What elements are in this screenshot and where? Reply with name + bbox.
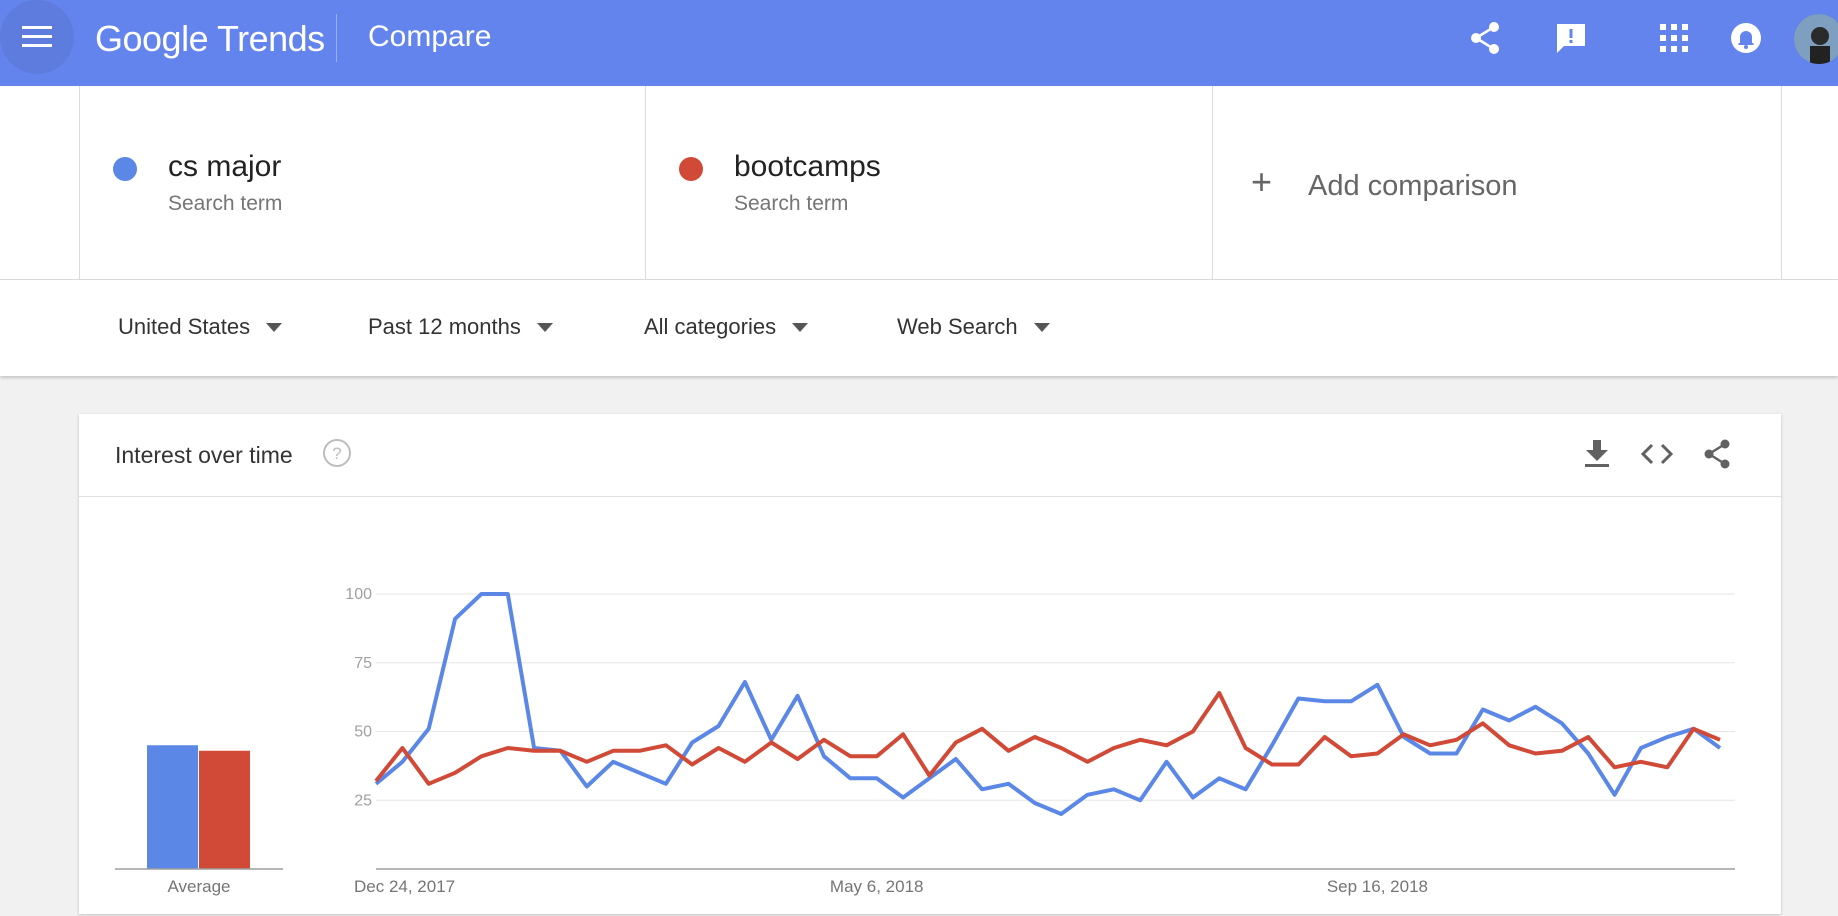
term-color-dot	[679, 157, 703, 181]
card-share-button[interactable]	[1699, 436, 1735, 472]
interest-over-time-card: Interest over time ?	[79, 414, 1781, 914]
share-icon	[1471, 22, 1499, 54]
app-header: Google Trends Compare	[0, 0, 1838, 86]
help-glyph: ?	[332, 444, 341, 463]
user-avatar[interactable]	[1794, 14, 1838, 64]
category-value: All categories	[644, 314, 777, 339]
x-axis-labels: Dec 24, 2017 May 6, 2018 Sep 16, 2018	[354, 877, 1428, 896]
logo-google: Google	[95, 18, 209, 59]
y-tick-label: 25	[354, 792, 372, 809]
average-bar-bootcamps[interactable]	[199, 750, 250, 869]
feedback-icon	[1557, 24, 1585, 53]
series-line-bootcamps[interactable]	[374, 691, 1721, 786]
y-tick-label: 50	[354, 724, 372, 741]
search-term-card[interactable]: cs major Search term	[79, 86, 646, 279]
apps-icon	[1660, 24, 1688, 52]
time-range-value: Past 12 months	[368, 314, 521, 339]
download-button[interactable]	[1579, 436, 1615, 472]
search-type-value: Web Search	[897, 314, 1018, 339]
average-label: Average	[167, 877, 230, 896]
card-title: Interest over time	[115, 442, 293, 468]
x-tick-label: Sep 16, 2018	[1327, 877, 1428, 896]
notifications-button[interactable]	[1726, 18, 1766, 58]
average-bar-cs-major[interactable]	[147, 745, 198, 869]
time-range-dropdown[interactable]: Past 12 months	[368, 314, 553, 340]
caret-down-icon	[1033, 322, 1050, 332]
share-icon	[1704, 439, 1730, 469]
x-tick-label: May 6, 2018	[830, 877, 924, 896]
add-comparison-button[interactable]: + Add comparison	[1212, 86, 1782, 279]
add-comparison-label: Add comparison	[1308, 170, 1518, 202]
interest-chart[interactable]: Average 25 50 75 100 Dec 24, 2017 May 6, 201…	[79, 496, 1781, 916]
search-type-dropdown[interactable]: Web Search	[897, 314, 1050, 340]
help-icon[interactable]: ?	[322, 438, 352, 468]
x-tick-label: Dec 24, 2017	[354, 877, 455, 896]
share-button[interactable]	[1465, 18, 1505, 58]
card-header: Interest over time ?	[79, 414, 1781, 497]
google-trends-logo[interactable]: Google Trends	[95, 18, 325, 60]
embed-code-icon	[1641, 443, 1673, 465]
term-subtitle: Search term	[168, 192, 283, 215]
caret-down-icon	[536, 322, 553, 332]
embed-button[interactable]	[1639, 436, 1675, 472]
category-dropdown[interactable]: All categories	[644, 314, 809, 340]
filter-bar: United States Past 12 months All categor…	[0, 280, 1838, 376]
term-name: cs major	[168, 150, 282, 183]
caret-down-icon	[792, 322, 809, 332]
region-dropdown[interactable]: United States	[118, 314, 283, 340]
caret-down-icon	[266, 322, 283, 332]
chart-lines	[374, 592, 1722, 816]
download-icon	[1585, 440, 1609, 467]
menu-button[interactable]	[0, 0, 74, 74]
page-title: Compare	[368, 20, 492, 53]
average-bars: Average	[115, 745, 283, 896]
chart-grid: 25 50 75 100	[345, 586, 1735, 870]
term-name: bootcamps	[734, 150, 881, 183]
notifications-icon	[1731, 23, 1761, 53]
feedback-button[interactable]	[1551, 18, 1591, 58]
series-line-cs-major[interactable]	[374, 592, 1722, 816]
menu-icon	[22, 26, 52, 47]
apps-button[interactable]	[1654, 18, 1694, 58]
plus-icon: +	[1251, 161, 1273, 202]
region-value: United States	[118, 314, 251, 339]
search-term-card[interactable]: bootcamps Search term	[645, 86, 1212, 279]
term-subtitle: Search term	[734, 192, 849, 215]
search-terms-row: cs major Search term bootcamps Search te…	[0, 86, 1838, 280]
header-divider	[336, 14, 337, 62]
term-color-dot	[113, 157, 137, 181]
y-tick-label: 100	[345, 586, 372, 603]
y-tick-label: 75	[354, 655, 372, 672]
logo-trends: Trends	[216, 18, 325, 59]
